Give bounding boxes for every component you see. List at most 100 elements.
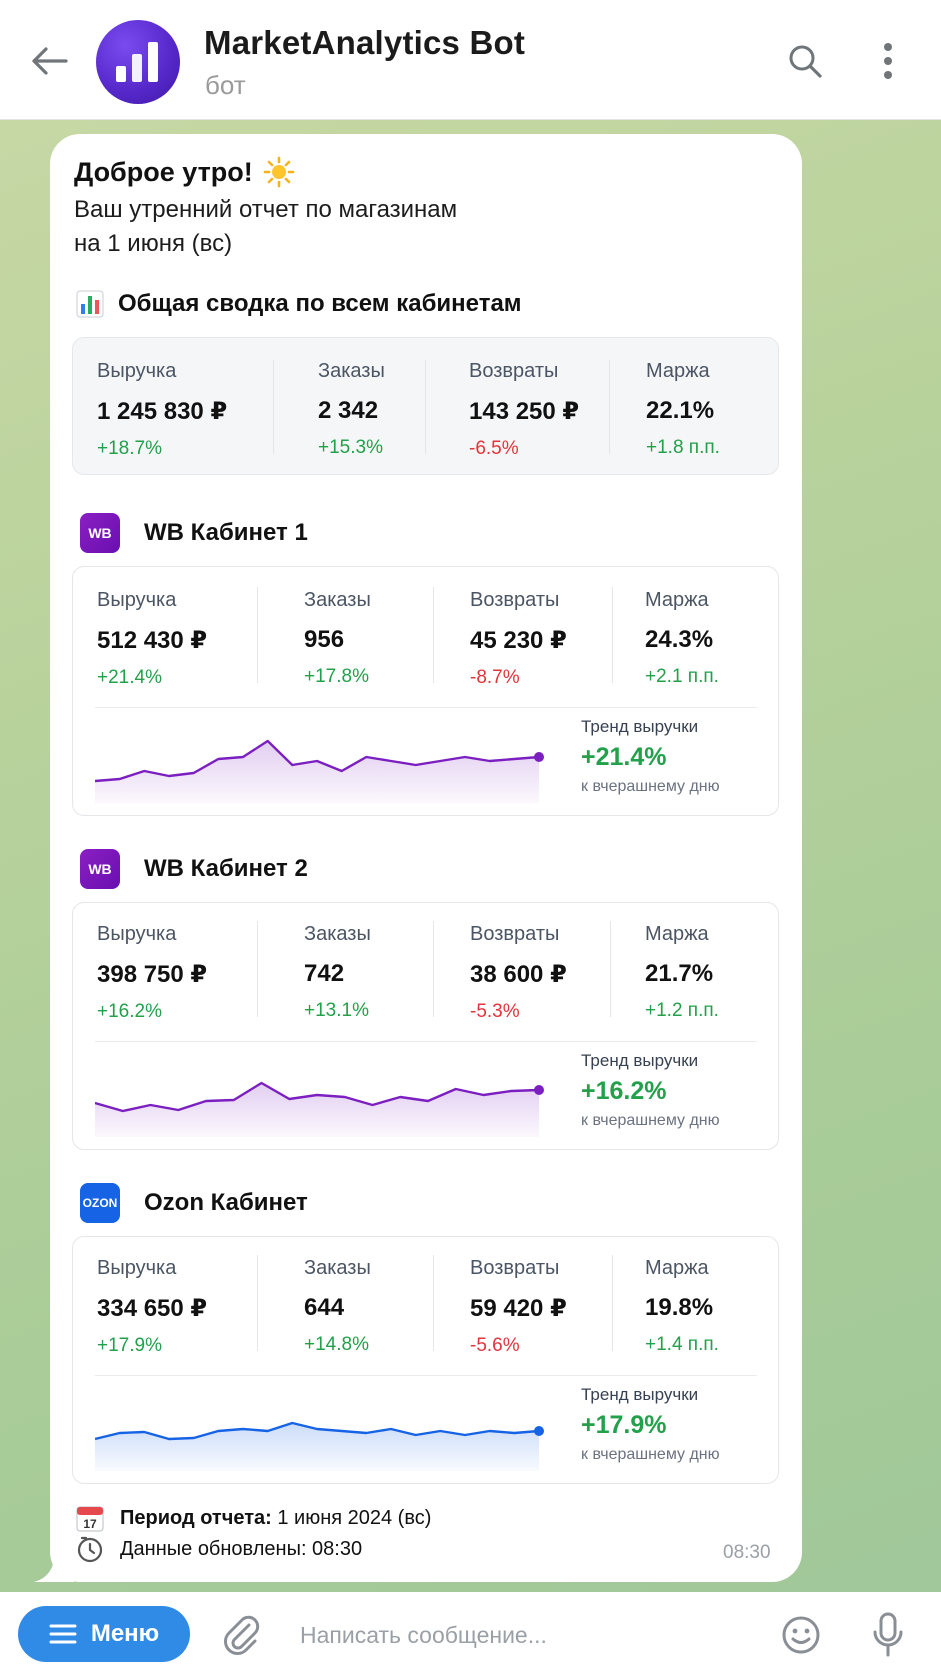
greeting: Доброе утро! — [74, 156, 295, 188]
metric-delta: -6.5% — [469, 438, 519, 459]
shop-metric-margin: Маржа 24.3% +2.1 п.п. — [645, 589, 719, 688]
metric-label: Выручка — [97, 923, 177, 945]
metric-label: Выручка — [97, 589, 177, 611]
more-options-button[interactable] — [868, 38, 908, 84]
revenue-trend: Тренд выручки +21.4% к вчерашнему дню — [581, 717, 720, 796]
shop-metric-margin: Маржа 19.8% +1.4 п.п. — [645, 1257, 719, 1356]
metric-label: Маржа — [645, 589, 709, 611]
metric-label: Возвраты — [470, 589, 560, 611]
metric-delta: +13.1% — [304, 1000, 369, 1021]
metric-value: 24.3% — [645, 626, 714, 653]
calendar-icon: 17 — [76, 1506, 104, 1532]
attach-button[interactable] — [218, 1610, 264, 1660]
divider — [610, 921, 611, 1017]
divider — [257, 921, 258, 1017]
shop-card-wb-2: Выручка 398 750 ₽ +16.2% Заказы 742 +13.… — [72, 902, 779, 1150]
summary-card: Выручка 1 245 830 ₽ +18.7% Заказы 2 342 … — [72, 337, 779, 475]
metric-label: Заказы — [304, 589, 371, 611]
revenue-trend: Тренд выручки +16.2% к вчерашнему дню — [581, 1051, 720, 1130]
shop-name: WB Кабинет 2 — [144, 855, 308, 882]
shop-metric-orders: Заказы 644 +14.8% — [304, 1257, 371, 1356]
divider — [257, 587, 258, 683]
metric-label: Возвраты — [470, 923, 560, 945]
trend-subtitle: к вчерашнему дню — [581, 778, 720, 795]
metric-delta: +17.9% — [97, 1335, 162, 1356]
trend-label: Тренд выручки — [581, 1051, 699, 1070]
metric-label: Маржа — [645, 923, 709, 945]
summary-metric-orders: Заказы 2 342 +15.3% — [318, 360, 385, 459]
metric-delta: +21.4% — [97, 667, 162, 688]
divider — [95, 1375, 757, 1376]
menu-button[interactable]: Меню — [18, 1606, 190, 1662]
metric-delta: +18.7% — [97, 438, 162, 459]
shop-heading-wb-2: WB WB Кабинет 2 — [80, 849, 308, 889]
summary-metric-returns: Возвраты 143 250 ₽ -6.5% — [469, 360, 579, 460]
microphone-button[interactable] — [866, 1608, 910, 1662]
back-button[interactable] — [26, 38, 72, 84]
divider — [612, 1255, 613, 1351]
sparkline-last-point — [534, 1085, 544, 1095]
period-value: 1 июня 2024 (вс) — [277, 1506, 432, 1529]
trend-label: Тренд выручки — [581, 717, 699, 736]
shop-card-wb-1: Выручка 512 430 ₽ +21.4% Заказы 956 +17.… — [72, 566, 779, 816]
search-icon — [789, 45, 822, 78]
shop-card-ozon: Выручка 334 650 ₽ +17.9% Заказы 644 +14.… — [72, 1236, 779, 1484]
shop-name: WB Кабинет 1 — [144, 519, 308, 546]
arrow-left-icon — [32, 47, 68, 75]
chat-title[interactable]: MarketAnalytics Bot — [204, 24, 526, 61]
shop-heading-wb-1: WB WB Кабинет 1 — [80, 513, 308, 553]
intro-line-2: на 1 июня (вс) — [74, 230, 233, 257]
period-label: Период отчета: — [120, 1506, 272, 1529]
message-input[interactable] — [300, 1612, 740, 1658]
bot-avatar[interactable] — [96, 20, 180, 104]
metric-value: 742 — [304, 960, 345, 987]
metric-label: Возвраты — [469, 360, 559, 382]
divider — [609, 360, 610, 454]
metric-delta: +16.2% — [97, 1001, 162, 1022]
chat-header: MarketAnalytics Bot бот — [0, 0, 941, 120]
metric-value: 334 650 ₽ — [97, 1295, 208, 1322]
sparkline-area — [95, 741, 539, 803]
metric-label: Маржа — [645, 1257, 709, 1279]
shop-heading-ozon: OZON Ozon Кабинет — [80, 1183, 308, 1223]
clock-icon — [77, 1536, 103, 1563]
message-time: 08:30 — [723, 1542, 771, 1563]
chat-subtitle: бот — [205, 70, 246, 100]
metric-delta: -5.3% — [470, 1001, 520, 1022]
shop-metric-orders: Заказы 956 +17.8% — [304, 589, 371, 688]
shop-metric-margin: Маржа 21.7% +1.2 п.п. — [645, 923, 719, 1022]
shop-metric-returns: Возвраты 59 420 ₽ -5.6% — [470, 1257, 567, 1357]
metric-value: 512 430 ₽ — [97, 627, 208, 654]
metric-delta: +17.8% — [304, 666, 369, 687]
revenue-sparkline — [95, 1081, 544, 1137]
shop-metric-revenue: Выручка 512 430 ₽ +21.4% — [97, 589, 207, 689]
sparkline-line — [95, 1081, 540, 1113]
metric-value: 956 — [304, 626, 345, 653]
shop-name: Ozon Кабинет — [144, 1189, 308, 1216]
divider — [425, 360, 426, 454]
revenue-sparkline — [95, 739, 544, 803]
search-button[interactable] — [782, 38, 828, 84]
metric-delta: -8.7% — [470, 667, 520, 688]
metric-value: 59 420 ₽ — [470, 1295, 567, 1322]
divider — [257, 1255, 258, 1351]
sparkline-last-point — [534, 752, 544, 762]
trend-label: Тренд выручки — [581, 1385, 699, 1404]
metric-value: 22.1% — [646, 397, 715, 424]
metric-value: 21.7% — [645, 960, 714, 987]
metric-delta: +15.3% — [318, 437, 383, 458]
wb-logo: WB — [80, 513, 120, 553]
metric-delta: -5.6% — [470, 1335, 520, 1356]
metric-value: 143 250 ₽ — [469, 398, 580, 425]
metric-label: Заказы — [318, 360, 385, 382]
summary-heading: Общая сводка по всем кабинетам — [76, 290, 522, 318]
metric-label: Возвраты — [470, 1257, 560, 1279]
divider — [433, 921, 434, 1017]
more-vertical-icon — [884, 43, 892, 79]
metric-delta: +1.2 п.п. — [645, 1000, 719, 1021]
hamburger-icon — [49, 1624, 77, 1644]
divider — [433, 1255, 434, 1351]
sparkline-line — [95, 1421, 540, 1441]
emoji-button[interactable] — [778, 1612, 824, 1658]
trend-value: +17.9% — [581, 1411, 667, 1439]
